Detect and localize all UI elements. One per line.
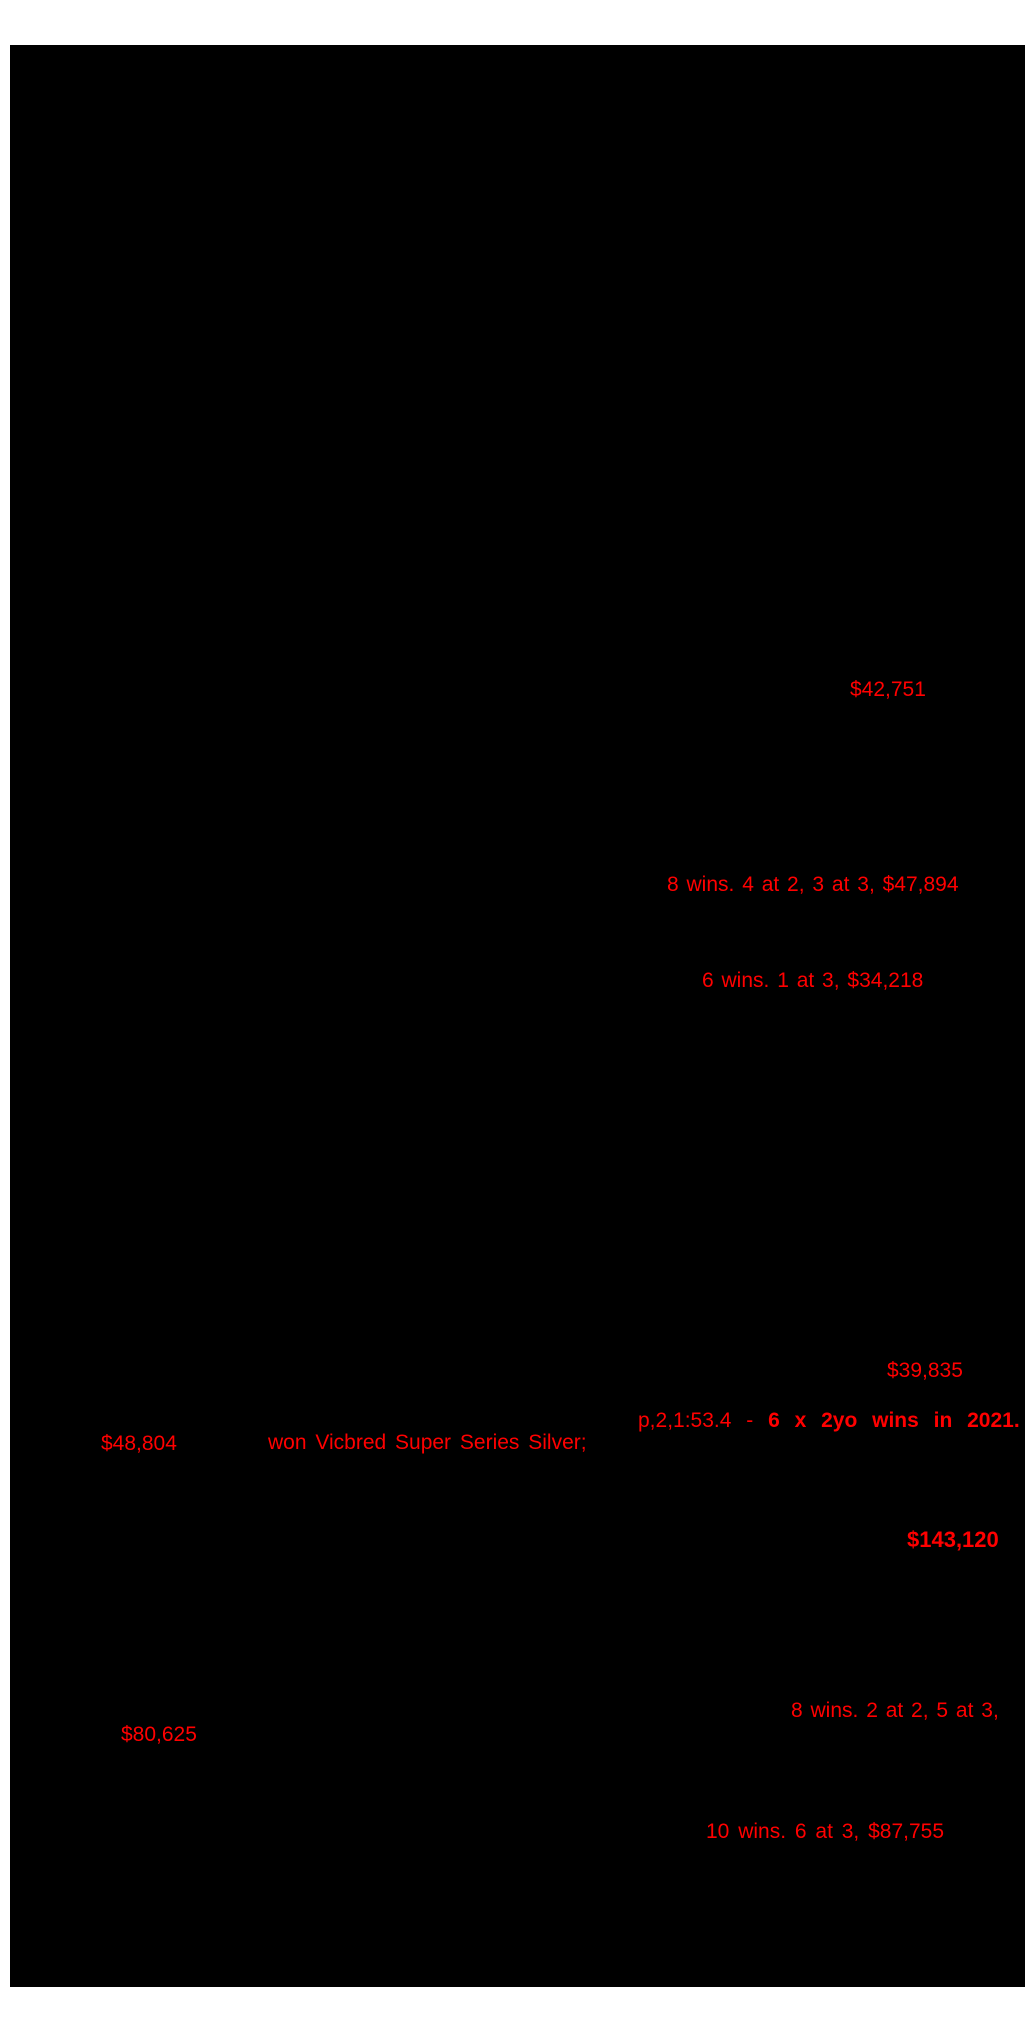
- race-record-highlight-4: 8 wins. 2 at 2, 5 at 3,: [791, 1699, 999, 1722]
- earnings-highlight-143120: $143,120: [907, 1527, 999, 1552]
- race-record-highlight-5: 10 wins. 6 at 3, $87,755: [706, 1820, 944, 1843]
- earnings-highlight-42751: $42,751: [850, 678, 926, 701]
- race-record-highlight-3: p,2,1:53.4 - 6 x 2yo wins in 2021.: [638, 1410, 1020, 1432]
- race-win-note-highlight: won Vicbred Super Series Silver;: [268, 1431, 587, 1454]
- earnings-highlight-80625: $80,625: [121, 1723, 197, 1746]
- race-record-highlight-1: 8 wins. 4 at 2, 3 at 3, $47,894: [667, 873, 959, 896]
- earnings-highlight-39835: $39,835: [887, 1359, 963, 1382]
- record-bold-note: 6 x 2yo wins in 2021.: [768, 1409, 1020, 1432]
- scanned-document-page: [10, 45, 1025, 1987]
- record-time-prefix: p,2,1:53.4 -: [638, 1409, 769, 1432]
- race-record-highlight-2: 6 wins. 1 at 3, $34,218: [702, 969, 924, 992]
- earnings-highlight-48804: $48,804: [101, 1432, 177, 1455]
